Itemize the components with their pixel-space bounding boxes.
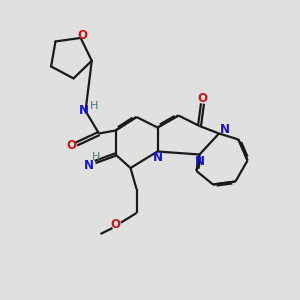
- Text: N: N: [195, 154, 205, 168]
- Text: N: N: [84, 159, 94, 172]
- Text: O: O: [78, 29, 88, 42]
- Text: H: H: [89, 101, 98, 111]
- Text: N: N: [79, 104, 89, 118]
- Text: O: O: [197, 92, 208, 105]
- Text: O: O: [66, 139, 76, 152]
- Text: N: N: [220, 123, 230, 136]
- Text: N: N: [153, 151, 163, 164]
- Text: H: H: [92, 152, 100, 163]
- Text: O: O: [110, 218, 121, 232]
